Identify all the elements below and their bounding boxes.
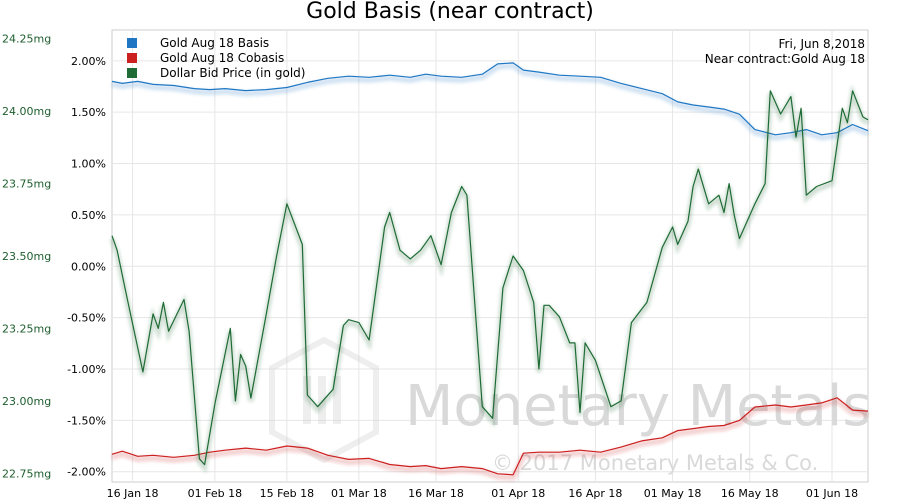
x-axis: 16 Jan 18 01 Feb 18 15 Feb 18 01 Mar 18 16 M… — [107, 487, 858, 500]
cobasis-line — [111, 397, 869, 476]
x-tick-label: 16 May 18 — [721, 487, 779, 500]
right-tick-label: -1.50% — [67, 414, 106, 427]
x-tick-label: 01 Feb 18 — [188, 487, 242, 500]
legend-label-dollar-bid: Dollar Bid Price (in gold) — [160, 66, 305, 80]
left-tick-label: 23.50mg — [2, 250, 51, 263]
right-tick-label: 0.00% — [71, 260, 106, 273]
right-tick-label: 1.00% — [71, 158, 106, 171]
chart-title: Gold Basis (near contract) — [306, 0, 594, 24]
legend-label-basis: Gold Aug 18 Basis — [160, 36, 269, 50]
basis-line — [111, 62, 869, 136]
info-date: Fri, Jun 8,2018 — [779, 37, 865, 51]
left-tick-label: 23.00mg — [2, 395, 51, 408]
right-tick-label: -1.00% — [67, 363, 106, 376]
legend-swatch-dollar-bid — [127, 68, 137, 78]
left-tick-label: 23.25mg — [2, 322, 51, 335]
x-tick-label: 16 Jan 18 — [107, 487, 159, 500]
x-tick-label: 01 Jun 18 — [806, 487, 858, 500]
x-tick-label: 01 May 18 — [644, 487, 702, 500]
left-tick-label: 24.00mg — [2, 105, 51, 118]
cobasis-glow — [111, 398, 869, 481]
x-tick-label: 16 Mar 18 — [408, 487, 464, 500]
right-tick-label: 2.00% — [71, 55, 106, 68]
right-tick-label: 0.50% — [71, 209, 106, 222]
x-tick-label: 16 Apr 18 — [568, 487, 622, 500]
x-tick-label: 01 Apr 18 — [491, 487, 545, 500]
left-axis: 24.25mg 24.00mg 23.75mg 23.50mg 23.25mg 23.00… — [2, 33, 51, 481]
legend-label-cobasis: Gold Aug 18 Cobasis — [160, 51, 284, 65]
left-tick-label: 22.75mg — [2, 467, 51, 480]
left-tick-label: 24.25mg — [2, 33, 51, 46]
legend-swatch-basis — [127, 38, 137, 48]
right-tick-label: -0.50% — [67, 312, 106, 325]
left-tick-label: 23.75mg — [2, 178, 51, 191]
info-contract: Near contract:Gold Aug 18 — [705, 52, 865, 66]
basis-glow — [111, 63, 869, 141]
right-tick-label: 1.50% — [71, 106, 106, 119]
series-layer — [109, 62, 870, 481]
right-tick-label: -2.00% — [67, 466, 106, 479]
x-tick-label: 15 Feb 18 — [260, 487, 314, 500]
plot-area — [111, 29, 869, 483]
dollar-bid-line — [111, 90, 869, 466]
x-tick-label: 01 Mar 18 — [331, 487, 387, 500]
legend-swatch-cobasis — [127, 53, 137, 63]
right-axis: 2.00% 1.50% 1.00% 0.50% 0.00% -0.50% -1.00% -1.… — [67, 55, 106, 479]
